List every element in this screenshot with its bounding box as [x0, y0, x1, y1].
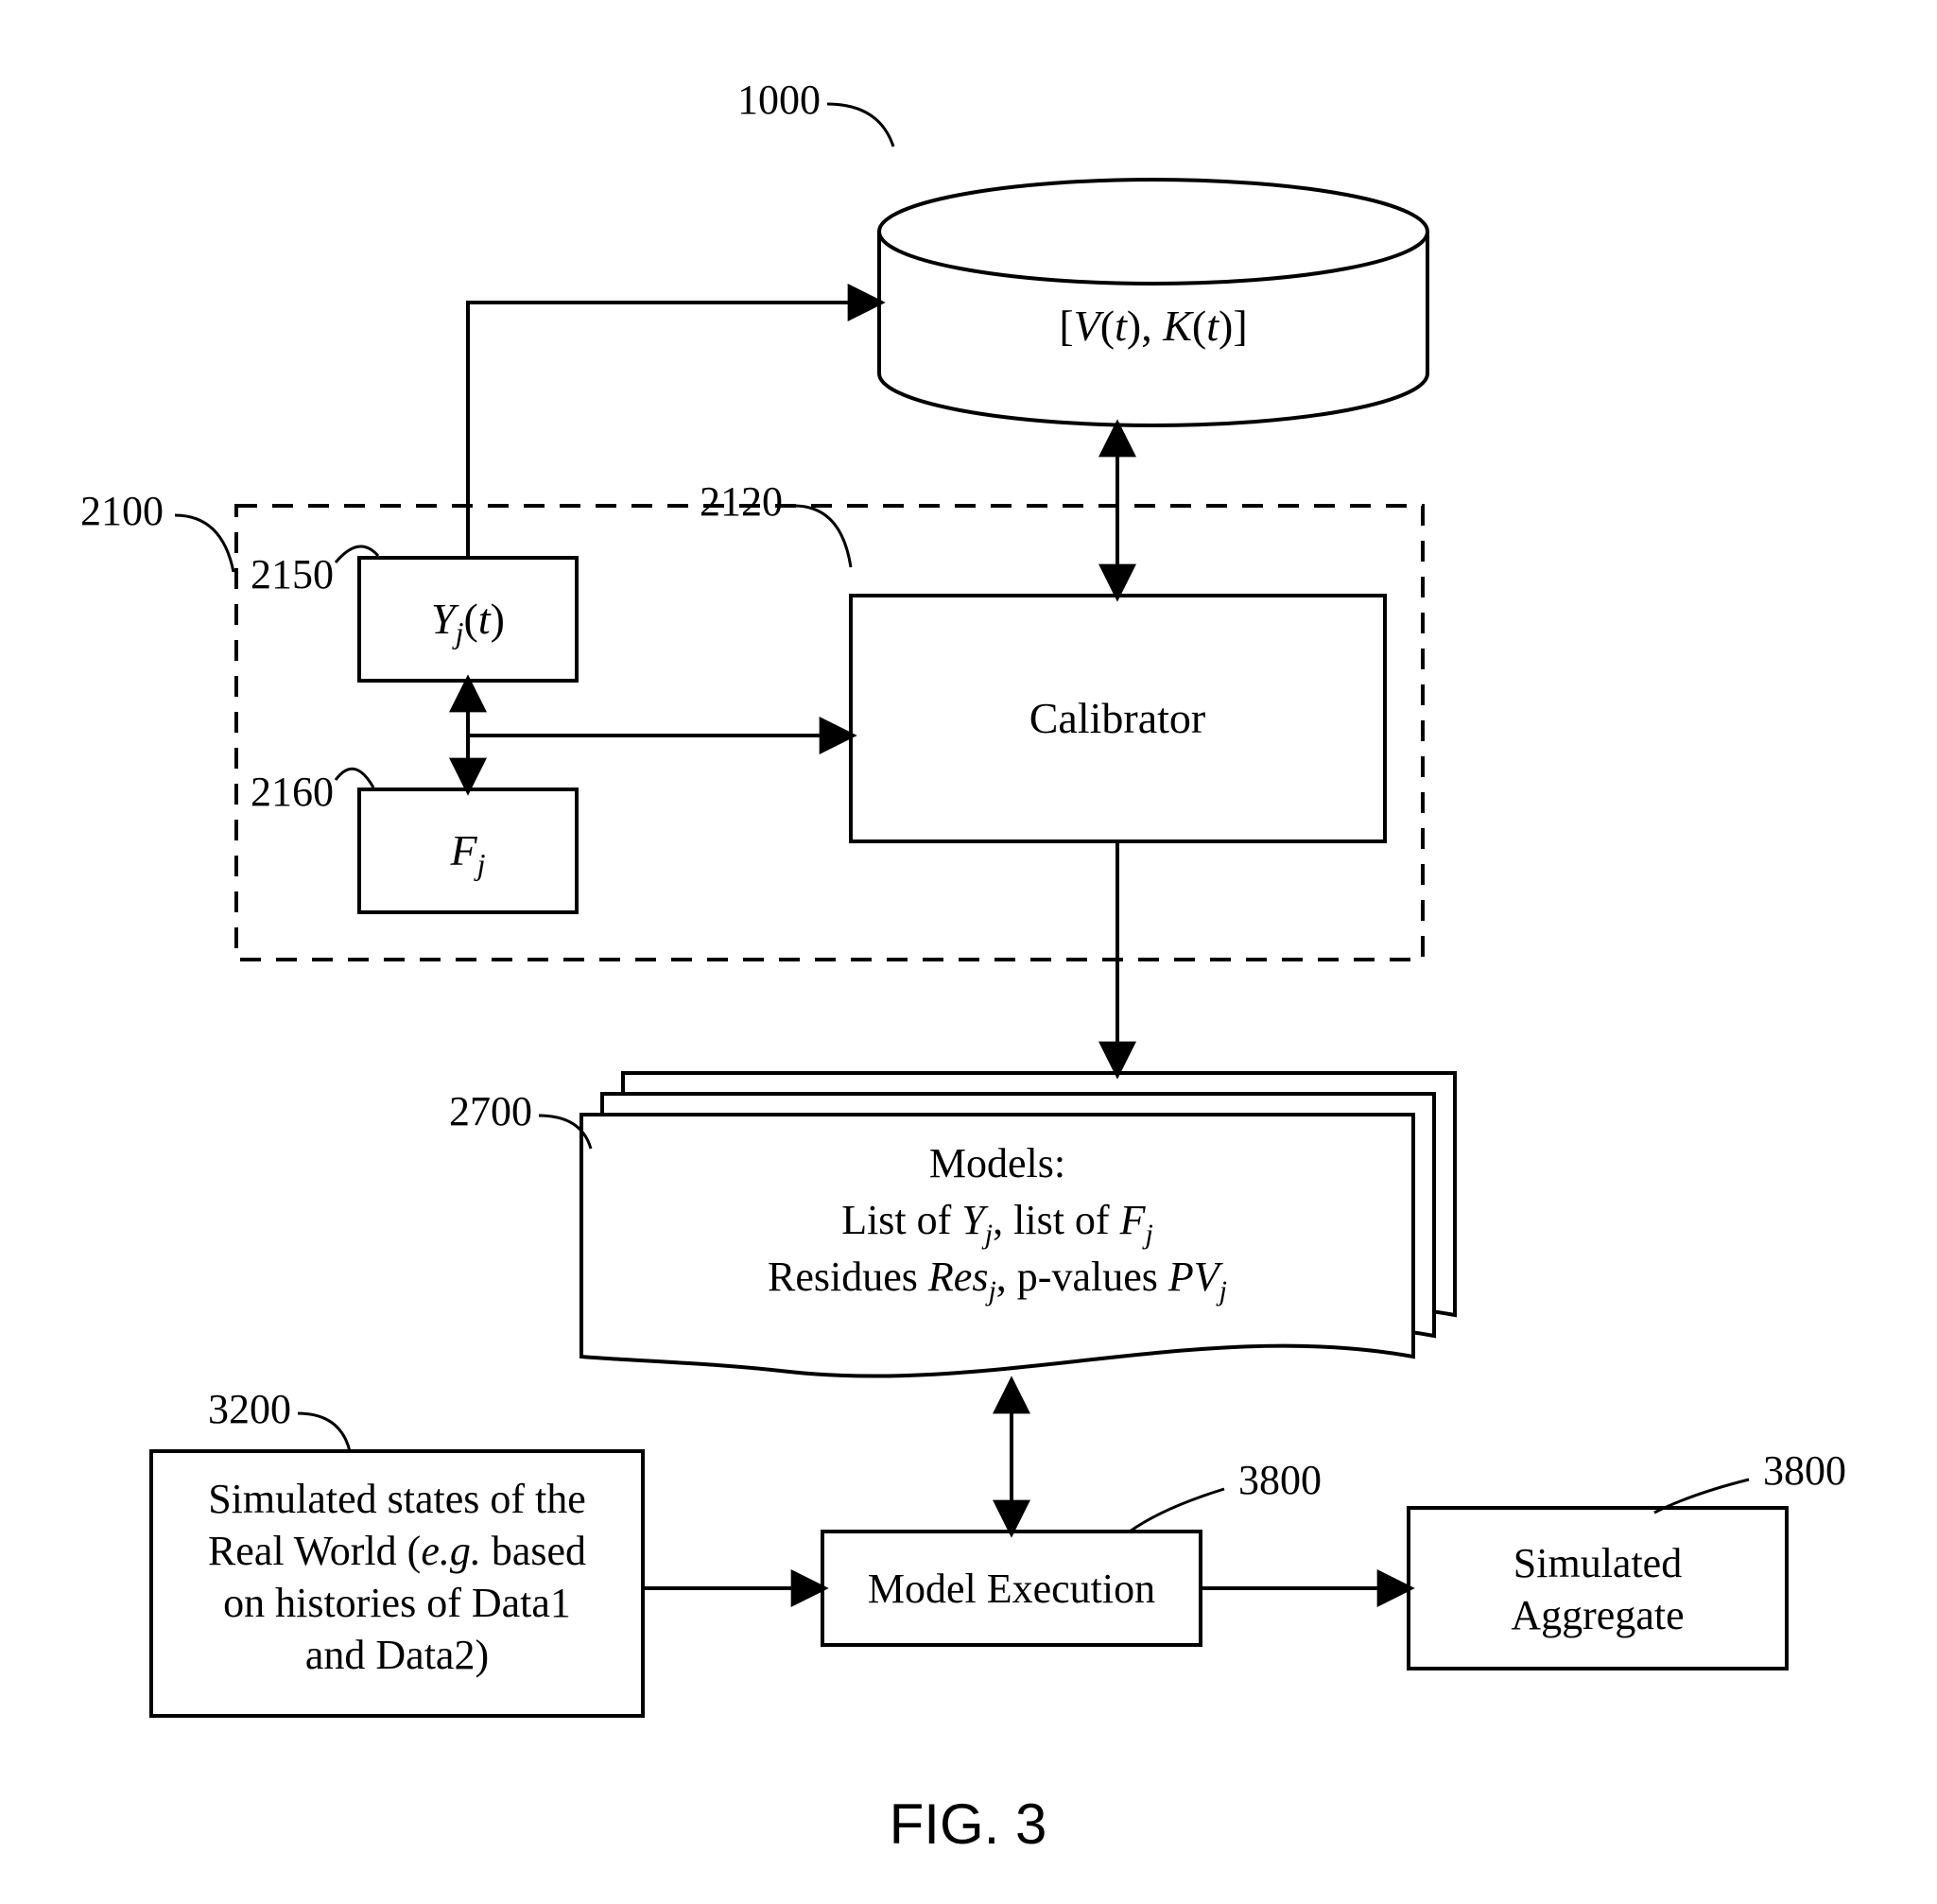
figure-label: FIG. 3 — [890, 1792, 1047, 1856]
callout-3200: 3200 — [208, 1386, 291, 1432]
callout-3800-a: 3800 — [1238, 1457, 1322, 1503]
simstates-node: Simulated states of the Real World (e.g.… — [151, 1451, 643, 1716]
callout-2700: 2700 — [449, 1088, 532, 1134]
simagg-node: Simulated Aggregate — [1409, 1508, 1787, 1669]
yj-label: Yj(t) — [431, 595, 505, 649]
simagg-line1: Simulated — [1513, 1540, 1682, 1586]
fj-node: Fj — [359, 789, 577, 912]
database-node: [V(t), K(t)] — [879, 180, 1427, 425]
modelexec-label: Model Execution — [868, 1566, 1155, 1612]
simstates-line2: Real World (e.g. based — [208, 1528, 586, 1574]
callout-2120: 2120 — [700, 478, 783, 525]
yj-node: Yj(t) — [359, 558, 577, 681]
callout-1000: 1000 — [737, 77, 821, 123]
edge-yj-db — [468, 303, 879, 558]
calibrator-label: Calibrator — [1029, 694, 1206, 742]
modelexec-node: Model Execution — [822, 1532, 1201, 1645]
simstates-line4: and Data2) — [305, 1632, 489, 1678]
models-line3: Residues Resj, p-values PVj — [768, 1254, 1227, 1307]
database-label: [V(t), K(t)] — [1059, 302, 1247, 350]
models-node: Models: List of Yj, list of Fj Residues … — [581, 1073, 1455, 1376]
callout-2100: 2100 — [80, 488, 164, 534]
callout-2150: 2150 — [251, 551, 334, 597]
simstates-line1: Simulated states of the — [208, 1476, 586, 1522]
simstates-line3: on histories of Data1 — [223, 1580, 571, 1626]
models-line1: Models: — [929, 1140, 1065, 1186]
callout-2160: 2160 — [251, 769, 334, 815]
models-line2: List of Yj, list of Fj — [841, 1197, 1153, 1250]
calibrator-node: Calibrator — [851, 596, 1385, 841]
callout-3800-b: 3800 — [1763, 1447, 1846, 1494]
simagg-line2: Aggregate — [1511, 1592, 1684, 1638]
